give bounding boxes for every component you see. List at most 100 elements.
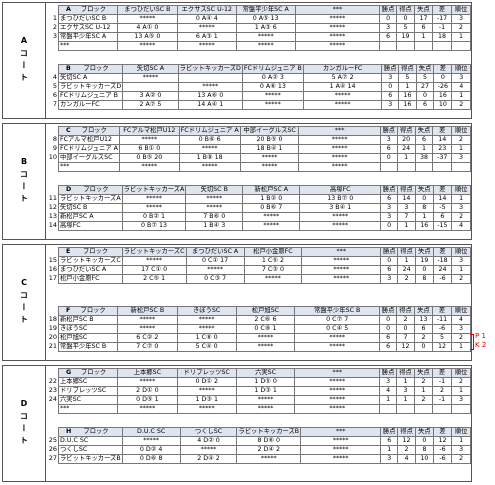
block-title: H ブロック [58, 427, 123, 437]
block-label: ブロック [80, 369, 107, 377]
team-name: 六実SC [58, 395, 118, 405]
block-letter: D [66, 186, 72, 194]
stat-cell: 2 [450, 23, 472, 33]
team-name: FCドリムジュニア B [57, 91, 124, 101]
stat-header: 順位 [451, 64, 471, 74]
stat-cell: 1 [451, 144, 471, 154]
match-cell: 1 D③ 1 [176, 395, 237, 405]
team-header: *** [300, 427, 382, 437]
stat-cell: 5 [432, 333, 452, 343]
stat-cell: 6 [380, 194, 399, 204]
stat-cell: 0 [379, 153, 398, 163]
stat-cell: 20 [396, 135, 416, 145]
stat-cell: 24 [397, 265, 416, 275]
stat-header: 勝点 [380, 185, 399, 195]
match-cell: ***** [235, 41, 296, 51]
stat-cell: 3 [379, 23, 398, 33]
team-name: FCドリムジュニア A [58, 144, 120, 154]
row-number: 7 [52, 100, 57, 108]
match-cell: ***** [300, 445, 382, 455]
stat-header: 失点 [414, 247, 434, 257]
court: Cコート E ブロック ラビットキッカーズC まつひだいSC A 松戸小金原FC *** 勝点… [2, 244, 472, 361]
row-number: 15 [48, 256, 57, 264]
stat-cell: 0 [433, 73, 453, 83]
block-label: ブロック [80, 307, 106, 315]
team-row: エクサスSC U-12 4 A① 0 ***** 1 A③ 6 ***** 3 5 6 -1 2 [58, 23, 472, 33]
block: C ブロック FCアルマ松戸U12 FCドリムジュニア A 中部イーグルスSC *** 勝点… [58, 126, 471, 172]
stat-cell: 27 [415, 82, 435, 92]
row-number: 20 [48, 333, 57, 341]
stat-header: 得点 [397, 427, 416, 437]
match-cell: ***** [298, 153, 381, 163]
match-cell: 1 A④ 14 [302, 82, 383, 92]
stat-header: 得点 [397, 247, 416, 257]
stat-cell: 1 [396, 395, 416, 405]
stat-cell: 38 [414, 153, 434, 163]
match-cell: ***** [118, 135, 180, 145]
team-name: FCアルマ松戸U12 [58, 135, 120, 145]
stat-cell: -6 [432, 454, 453, 464]
stat-header: 順位 [450, 5, 472, 15]
stat-cell: 2 [451, 212, 471, 222]
team-header: *** [298, 126, 381, 136]
match-cell: ***** [241, 91, 304, 101]
block-title: D ブロック [58, 185, 123, 195]
row-number: 17 [48, 274, 57, 282]
stat-cell [432, 162, 453, 172]
stat-cell: 19 [414, 256, 434, 266]
team-header: ラビットキッカーズB [236, 427, 302, 437]
row-number: 2 [52, 23, 57, 31]
match-cell: ***** [299, 221, 382, 231]
row-number: 1 [52, 14, 57, 22]
match-cell: ***** [185, 265, 245, 275]
row-number: 19 [48, 324, 57, 332]
standings-table: H ブロック D.U.C SC つくしSC ラビットキッカーズB *** 勝点 得点 失点差順位… [58, 427, 471, 464]
match-cell: ***** [178, 162, 241, 172]
match-cell: ***** [116, 14, 178, 24]
header-row: A ブロック まつひだいSC B エクサスSC U-12 常盤平少年SC A *** 勝点得… [58, 5, 472, 15]
match-cell: 0 A⑤ 13 [235, 14, 296, 24]
court: Bコート C ブロック FCアルマ松戸U12 FCドリムジュニア A 中部イーグルスSC *… [2, 123, 472, 240]
match-cell: 0 C⑧ 1 [235, 324, 296, 334]
stat-header: 失点 [414, 185, 434, 195]
stat-cell: 16 [398, 91, 417, 101]
stat-cell [396, 41, 416, 51]
stat-header: 差 [432, 306, 452, 316]
stat-cell: 0 [379, 14, 398, 24]
stat-cell: 14 [432, 135, 453, 145]
stat-cell [379, 162, 398, 172]
header-row: B ブロック 矢切SC A ラビットキッカーズD FCドリムジュニア B カンガルーFC 勝… [57, 64, 471, 74]
stat-cell: 6 [379, 333, 398, 343]
block: F ブロック 新松戸SC B きぼうSC 松戸旭SC 常盤平少年SC B 勝点 得点 失点差順位… [58, 306, 472, 352]
stat-header: 失点 [414, 368, 434, 378]
team-name: ラビットキッカーズC [58, 256, 123, 266]
stat-cell [450, 404, 472, 414]
stat-cell: 12 [397, 436, 416, 446]
stat-cell [379, 41, 398, 51]
stat-cell: 2 [450, 333, 472, 343]
row-number: 25 [48, 436, 57, 444]
stat-cell: 2 [414, 333, 433, 343]
team-row: *** ***** ***** ***** ***** [58, 41, 472, 51]
court: Dコート G ブロック 上本郷SC ドリブレッツSC 六実SC *** 勝点 得点 失点差順位 上本… [2, 365, 472, 482]
note: K 2 [475, 341, 487, 349]
stat-cell: 6 [432, 212, 453, 222]
stat-header: 失点 [415, 64, 435, 74]
match-cell: ***** [300, 436, 382, 446]
stat-cell: 16 [398, 100, 417, 110]
stat-cell: 3 [451, 256, 471, 266]
stat-cell: 24 [396, 144, 416, 154]
stat-cell: 4 [451, 221, 471, 231]
stat-header: 得点 [396, 126, 416, 136]
header-row: H ブロック D.U.C SC つくしSC ラビットキッカーズB *** 勝点 得点 失点差順位 [58, 427, 471, 437]
block-title: G ブロック [58, 368, 118, 378]
standings-table: E ブロック ラビットキッカーズC まつひだいSC A 松戸小金原FC *** 勝点 得点 失点… [58, 247, 471, 284]
